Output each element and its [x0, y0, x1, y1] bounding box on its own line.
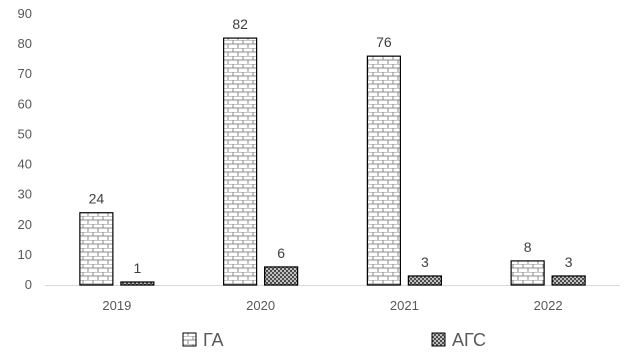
bar-ga-2021: [366, 55, 401, 286]
legend-swatch: [182, 332, 197, 347]
bar-ags-2020: [264, 266, 299, 286]
y-tick-label: 60: [18, 96, 32, 111]
bar-ga-2019: [79, 212, 114, 286]
y-axis-ticks: 0 10 20 30 40 50 60 70 80 90: [18, 6, 32, 292]
bar-ags-2019: [120, 281, 155, 286]
data-label: 6: [277, 245, 285, 261]
y-tick-label: 50: [18, 126, 32, 141]
bar-ga-2022: [510, 260, 545, 286]
bar-ags-2021: [407, 275, 442, 286]
legend-swatch: [431, 332, 446, 347]
data-label: 3: [565, 254, 573, 270]
x-tick-label: 2022: [534, 298, 563, 313]
data-label: 3: [421, 254, 429, 270]
x-tick-label: 2021: [390, 298, 419, 313]
y-tick-label: 90: [18, 6, 32, 21]
y-tick-label: 80: [18, 36, 32, 51]
bar-ga-2020: [223, 37, 258, 286]
bar-ags-2022: [551, 275, 586, 286]
y-tick-label: 0: [25, 277, 32, 292]
x-tick-label: 2020: [246, 298, 275, 313]
legend: ГА АГС: [182, 330, 486, 350]
y-tick-label: 20: [18, 217, 32, 232]
data-label: 82: [232, 16, 248, 32]
data-label: 8: [524, 239, 532, 255]
y-tick-label: 70: [18, 66, 32, 81]
data-label: 1: [133, 260, 141, 276]
bars-layer: [79, 37, 586, 286]
y-tick-label: 10: [18, 247, 32, 262]
x-axis-ticks: 2019 2020 2021 2022: [102, 298, 562, 313]
y-tick-label: 40: [18, 157, 32, 172]
legend-label: АГС: [452, 330, 486, 350]
x-tick-label: 2019: [102, 298, 131, 313]
data-label: 24: [89, 191, 105, 207]
y-tick-label: 30: [18, 187, 32, 202]
data-label: 76: [376, 34, 392, 50]
legend-label: ГА: [203, 330, 224, 350]
data-labels-layer: 24 1 82 6 76 3 8 3: [89, 16, 573, 276]
